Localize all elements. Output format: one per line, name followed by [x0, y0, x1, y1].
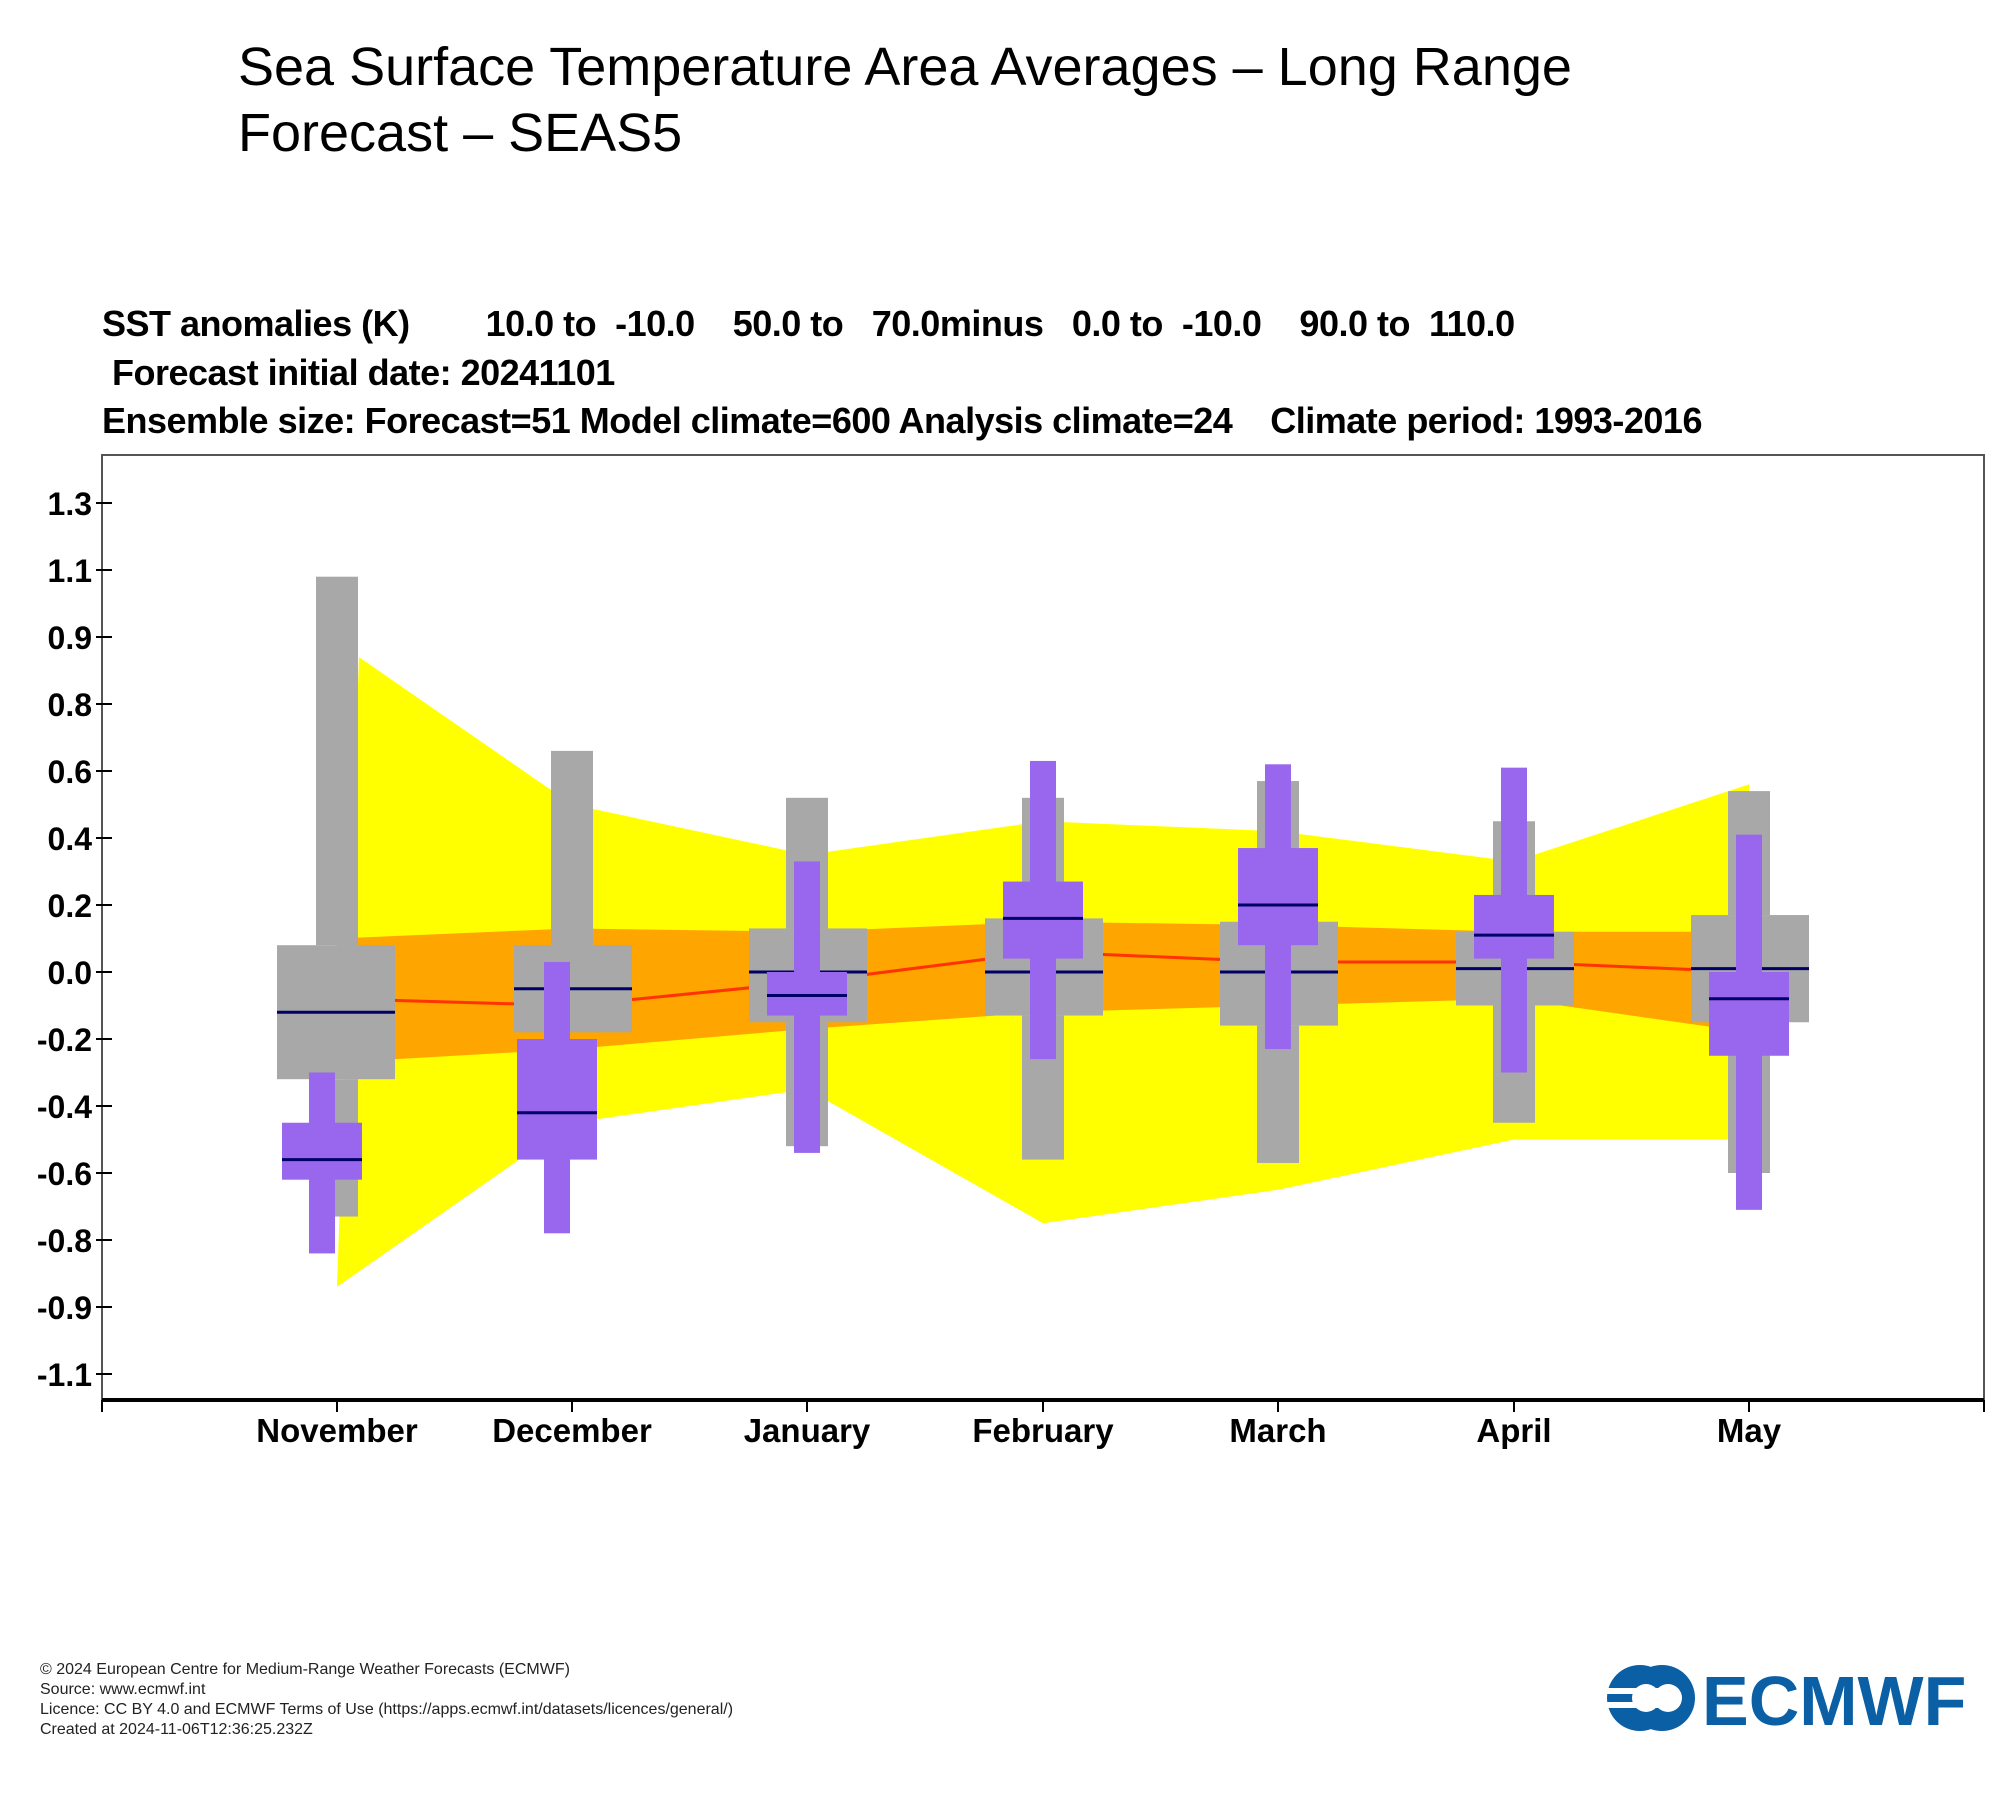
footer-created: Created at 2024-11-06T12:36:25.232Z: [40, 1721, 313, 1738]
y-tick-label: -0.2: [37, 1022, 92, 1058]
forecast-box: [1709, 972, 1789, 1056]
y-tick-label: -0.9: [37, 1290, 92, 1326]
y-tick-label: 0.0: [48, 955, 92, 991]
ecmwf-logo-icon: [1604, 1665, 1695, 1731]
forecast-box: [1238, 848, 1318, 946]
forecast-box: [1474, 894, 1554, 959]
model-climate-whisker-upper: [316, 576, 358, 946]
y-tick-label: 0.8: [48, 687, 92, 723]
forecast-box: [517, 1039, 597, 1160]
footer-licence: Licence: CC BY 4.0 and ECMWF Terms of Us…: [40, 1701, 734, 1718]
x-tick-label: February: [972, 1412, 1114, 1449]
model-climate-whisker-upper: [551, 750, 593, 946]
page-title: Sea Surface Temperature Area Averages – …: [238, 37, 1572, 163]
y-tick-label: -1.1: [37, 1357, 92, 1393]
y-tick-label: 1.3: [48, 486, 92, 522]
y-tick-label: 1.1: [48, 553, 92, 589]
ecmwf-logo: ECMWF: [1604, 1662, 1966, 1734]
y-tick-label: -0.6: [37, 1156, 92, 1192]
chart-header-initial-date: Forecast initial date: 20241101: [112, 352, 615, 393]
footer-source: Source: www.ecmwf.int: [40, 1681, 206, 1698]
forecast-box: [1003, 881, 1083, 959]
x-tick-label: April: [1476, 1412, 1551, 1449]
footer-copyright: © 2024 European Centre for Medium-Range …: [40, 1661, 570, 1678]
y-tick-label: 0.9: [48, 620, 92, 656]
x-tick-label: January: [744, 1412, 871, 1449]
x-tick-label: May: [1717, 1412, 1782, 1449]
chart-header-variable-regions: SST anomalies (K) 10.0 to -10.0 50.0 to …: [102, 303, 1515, 344]
y-tick-label: 0.6: [48, 754, 92, 790]
footer: © 2024 European Centre for Medium-Range …: [40, 1660, 733, 1740]
chart-header-ensemble-info: Ensemble size: Forecast=51 Model climate…: [102, 400, 1702, 441]
x-tick-label: March: [1229, 1412, 1326, 1449]
forecast-box: [767, 972, 847, 1016]
ecmwf-logo-text: ECMWF: [1702, 1662, 1966, 1734]
y-tick-label: -0.4: [37, 1089, 92, 1125]
y-tick-label: 0.2: [48, 888, 92, 924]
forecast-box: [282, 1122, 362, 1180]
y-tick-label: 0.4: [48, 821, 93, 857]
x-tick-label: December: [492, 1412, 652, 1449]
y-tick-label: -0.8: [37, 1223, 92, 1259]
x-tick-label: November: [256, 1412, 418, 1449]
